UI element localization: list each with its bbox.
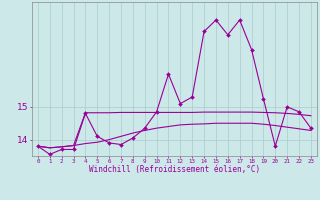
X-axis label: Windchill (Refroidissement éolien,°C): Windchill (Refroidissement éolien,°C) bbox=[89, 165, 260, 174]
